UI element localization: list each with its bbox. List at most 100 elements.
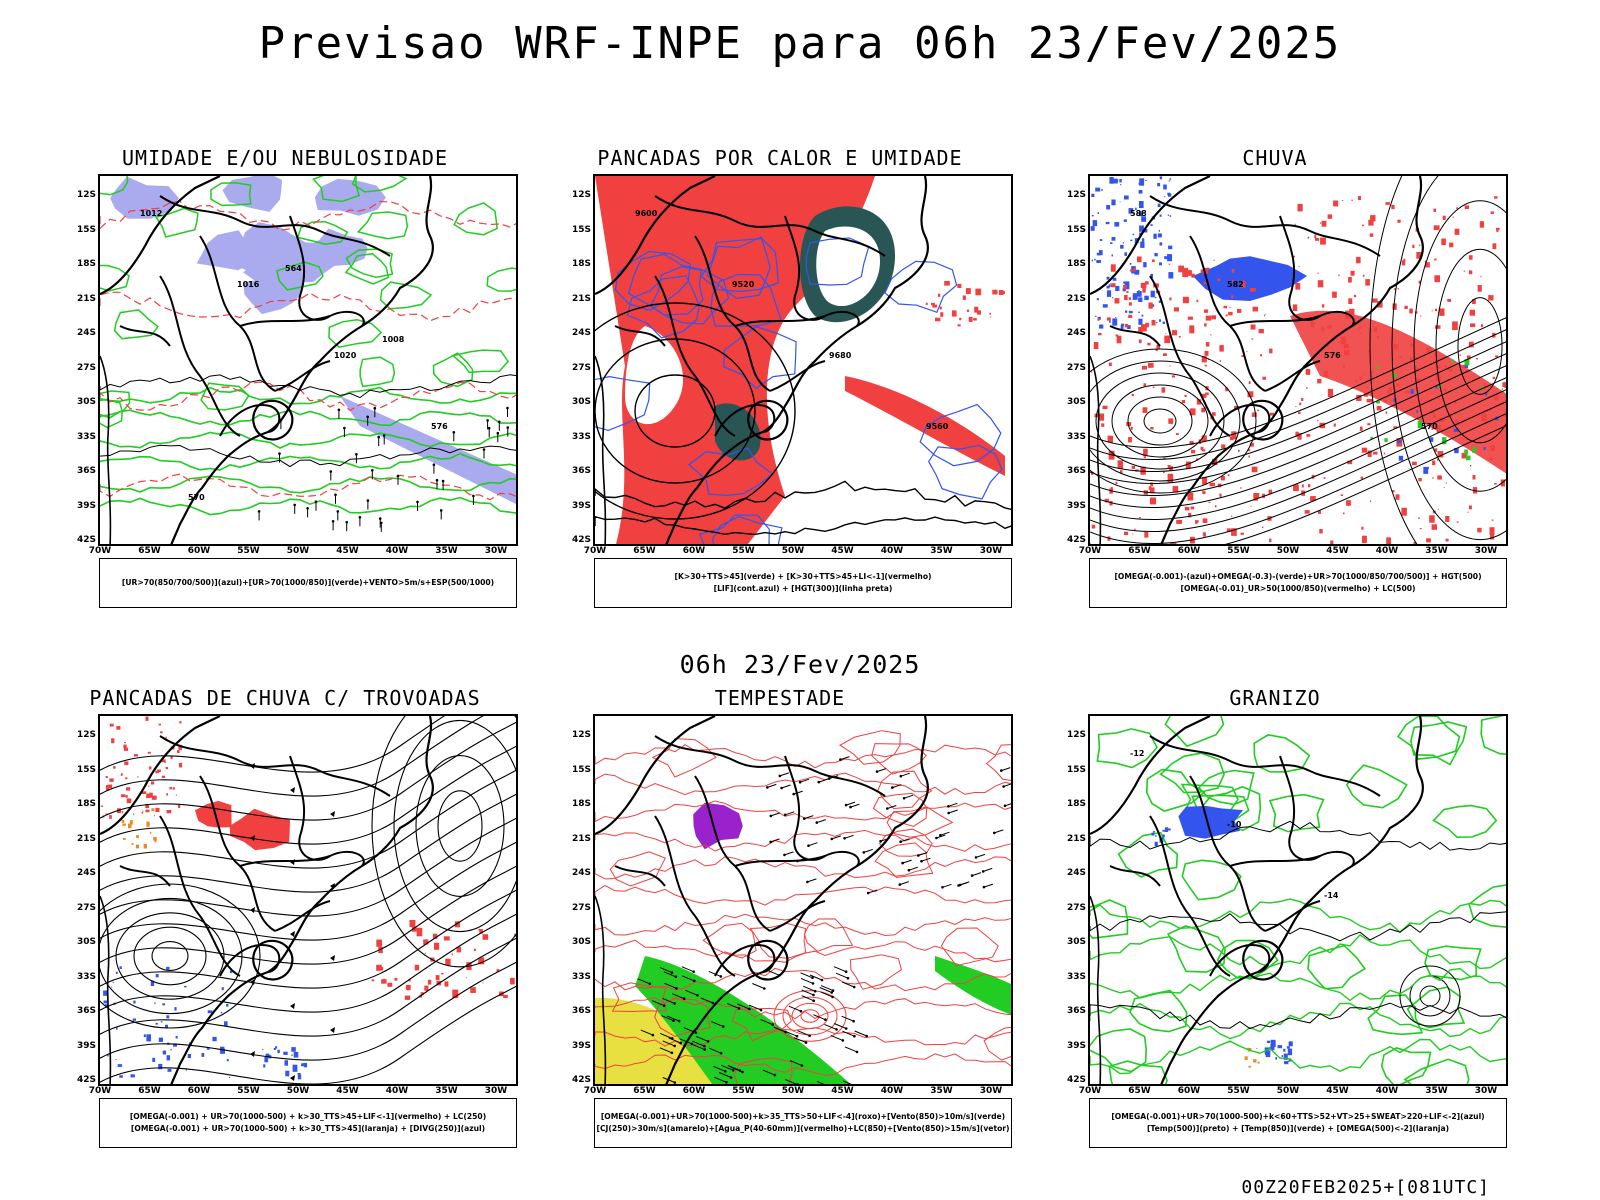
- shade-speck: [1091, 215, 1094, 217]
- contour-line: [1127, 396, 1193, 446]
- country-border: [252, 939, 294, 981]
- shade-speck: [263, 1064, 266, 1068]
- wind-vector-head: [452, 431, 456, 434]
- shade-speck: [1231, 528, 1237, 536]
- wind-vector: [793, 1037, 807, 1044]
- shade-speck: [167, 1068, 172, 1072]
- wind-vector: [940, 831, 950, 836]
- shade-wind850: [935, 956, 1011, 1015]
- wind-vector-head: [759, 1008, 763, 1012]
- map-frame: 12S 15S 18S 21S 24S 27S 30S 33S 36S 39S 42S -12 -10-…: [1040, 714, 1510, 1096]
- contour-line: [1090, 413, 1506, 544]
- shade-speck: [1110, 264, 1116, 272]
- shade-speck: [1169, 297, 1172, 301]
- shade-speck: [1420, 315, 1422, 317]
- shade-speck: [162, 1050, 166, 1055]
- contour-line: [1111, 384, 1209, 458]
- shade-speck: [1091, 524, 1096, 529]
- latitude-label: 12S: [76, 730, 96, 740]
- shade-speck: [1150, 427, 1154, 430]
- shade-speck: [1148, 302, 1153, 309]
- streamline: [100, 961, 516, 1061]
- shade-speck: [1262, 376, 1267, 380]
- shade-speck: [423, 939, 429, 945]
- wind-vector: [850, 803, 860, 808]
- latitude-label: 36S: [1066, 466, 1086, 476]
- contour-humidity: [432, 352, 474, 388]
- wind-vector-head: [472, 494, 475, 498]
- shade-speck: [1217, 483, 1222, 488]
- wind-vector-head: [920, 859, 923, 863]
- shade-speck: [143, 843, 147, 849]
- wind-vector-head: [898, 883, 902, 886]
- wind-vector-head: [329, 470, 333, 473]
- map-plot: [593, 714, 1013, 1086]
- shade-speck: [1399, 356, 1402, 358]
- shade-speck: [1326, 345, 1329, 348]
- run-code: 00Z20FEB2025+[081UTC]: [1241, 1177, 1490, 1198]
- wind-vector-head: [506, 406, 509, 410]
- contour-line: [595, 939, 1011, 963]
- shade-speck: [1383, 452, 1386, 455]
- panel-title: PANCADAS DE CHUVA C/ TROVOADAS: [89, 686, 481, 710]
- contour-water: [803, 918, 854, 952]
- contour-line: [1095, 372, 1225, 470]
- shade-speck: [1164, 335, 1171, 344]
- shade-speck: [1418, 478, 1422, 482]
- latitude-label: 24S: [571, 328, 591, 338]
- legend-box: [OMEGA(-0.001)-(azul)+OMEGA(-0.3)-(verde…: [1089, 558, 1507, 608]
- shade-humidity: [314, 178, 386, 216]
- shade-speck: [1139, 178, 1145, 186]
- shade-speck: [1124, 295, 1128, 301]
- shade-speck: [1115, 317, 1117, 318]
- shade-speck: [1105, 221, 1110, 225]
- shade-speck: [291, 1054, 293, 1056]
- state-border: [1279, 215, 1321, 321]
- shade-speck: [1149, 487, 1155, 493]
- shade-speck: [165, 767, 169, 770]
- wind-vector-head: [729, 1076, 733, 1079]
- shade-speck: [297, 1074, 302, 1080]
- wind-vector: [773, 1026, 786, 1033]
- contour-lif: [706, 236, 771, 300]
- shade-speck: [122, 837, 126, 840]
- shade-speck: [1344, 350, 1350, 356]
- longitude-label: 35W: [1425, 1086, 1448, 1096]
- shade-speck: [170, 1048, 172, 1051]
- coastline-west: [1090, 895, 1102, 1084]
- contour-humidity: [451, 349, 510, 374]
- shade-speck: [1266, 1040, 1271, 1043]
- shade-speck: [113, 766, 116, 769]
- legend-box: [K>30+TTS>45](verde) + [K>30+TTS>45+LI<-…: [594, 558, 1012, 608]
- state-border: [1149, 195, 1381, 257]
- wind-vector: [844, 834, 854, 839]
- longitude-axis: 70W 65W 60W 55W 50W 45W 40W 35W 30W: [584, 1086, 1013, 1100]
- shade-speck: [1469, 465, 1472, 467]
- wind-vector: [748, 1004, 762, 1011]
- shade-speck: [409, 920, 416, 927]
- contour-lif: [626, 275, 701, 339]
- shade-speck: [1114, 222, 1120, 227]
- shade-speck: [411, 926, 417, 932]
- shade-speck: [1169, 178, 1172, 180]
- wind-vector-head: [773, 1073, 777, 1077]
- longitude-label: 70W: [1078, 546, 1102, 556]
- wind-vector: [727, 1065, 741, 1071]
- shade-speck: [1168, 263, 1171, 265]
- shade-speck: [1168, 245, 1173, 250]
- shade-speck: [1240, 487, 1242, 489]
- shade-speck: [1437, 508, 1439, 510]
- shade-speck: [1452, 216, 1454, 218]
- shade-speck: [1131, 465, 1135, 469]
- wind-vector-head: [432, 463, 436, 467]
- shade-speck: [1169, 215, 1172, 217]
- wind-vector: [760, 1019, 773, 1026]
- shade-speck: [1225, 314, 1228, 317]
- latitude-label: 18S: [76, 259, 96, 269]
- shade-speck: [1355, 379, 1358, 382]
- latitude-label: 12S: [571, 730, 591, 740]
- wind-vector: [726, 1002, 740, 1009]
- shade-speck: [1106, 205, 1111, 210]
- shade-speck: [1168, 418, 1174, 424]
